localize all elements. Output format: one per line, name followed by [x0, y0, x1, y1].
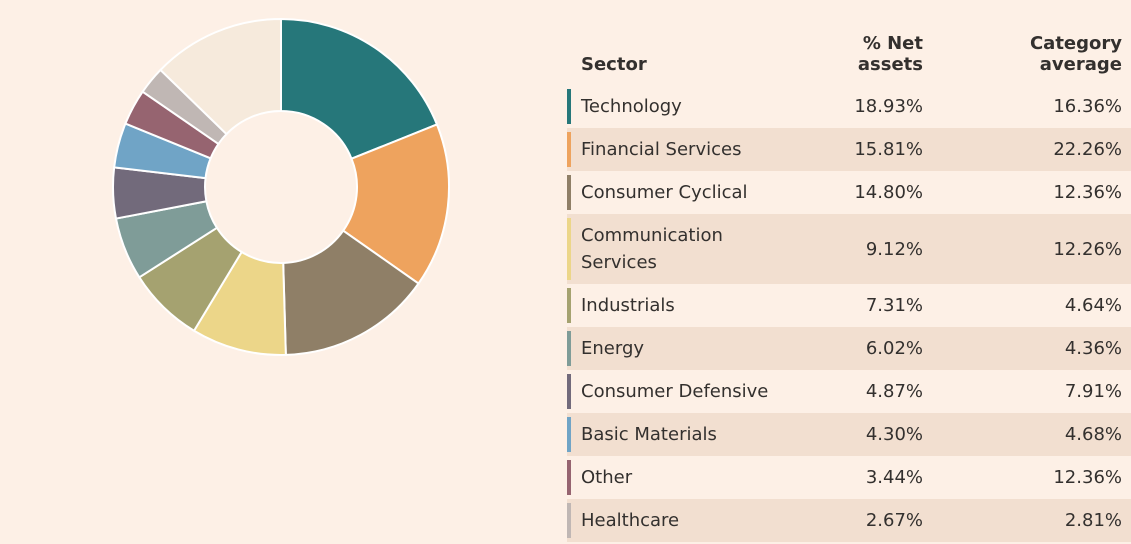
sector-color: [567, 374, 571, 409]
table-row: Basic Materials 4.30% 4.68%: [567, 413, 1131, 456]
category-average: 4.68%: [1064, 424, 1122, 445]
net-assets: 2.67%: [865, 510, 923, 531]
table-row: Industrials 7.31% 4.64%: [567, 284, 1131, 327]
sector-name: Consumer Cyclical: [581, 182, 748, 203]
sector-name: Financial Services: [581, 139, 742, 160]
header-sector: Sector: [581, 54, 647, 75]
donut-chart: [112, 17, 450, 356]
net-assets: 4.87%: [865, 381, 923, 402]
pie-slice: [280, 17, 439, 161]
category-average: 4.36%: [1064, 338, 1122, 359]
table-row: Healthcare 2.67% 2.81%: [567, 499, 1131, 542]
table-row: Energy 6.02% 4.36%: [567, 327, 1131, 370]
net-assets: 3.44%: [865, 467, 923, 488]
net-assets: 18.93%: [854, 96, 923, 117]
net-assets: 9.12%: [865, 238, 923, 260]
sector-color: [567, 503, 571, 538]
sector-name: Healthcare: [581, 510, 680, 531]
pie-slice: [341, 123, 450, 285]
category-average: 7.91%: [1064, 381, 1122, 402]
header-average: Category average: [1029, 33, 1122, 75]
sector-color: [567, 331, 571, 366]
sector-color: [567, 460, 571, 495]
pie-slice: [282, 229, 420, 356]
sector-color: [567, 218, 571, 280]
net-assets: 4.30%: [865, 424, 923, 445]
sector-name: Communication Services: [581, 225, 723, 273]
category-average: 2.81%: [1064, 510, 1122, 531]
table-row: Consumer Cyclical 14.80% 12.36%: [567, 171, 1131, 214]
category-average: 12.36%: [1053, 467, 1122, 488]
category-average: 12.26%: [1053, 238, 1122, 260]
sector-color: [567, 132, 571, 167]
net-assets: 6.02%: [865, 338, 923, 359]
category-average: 12.36%: [1053, 182, 1122, 203]
sector-name: Basic Materials: [581, 424, 717, 445]
table-row: Communication Services 9.12% 12.26%: [567, 214, 1131, 284]
sector-color: [567, 175, 571, 210]
sector-color: [567, 417, 571, 452]
sector-name: Energy: [581, 338, 645, 359]
category-average: 16.36%: [1053, 96, 1122, 117]
table-row: Other 3.44% 12.36%: [567, 456, 1131, 499]
table-row: Consumer Defensive 4.87% 7.91%: [567, 370, 1131, 413]
sector-color: [567, 288, 571, 323]
pie-slice: [159, 17, 282, 136]
sector-name: Industrials: [581, 295, 675, 316]
sector-name: Other: [581, 467, 633, 488]
sector-color: [567, 89, 571, 124]
category-average: 22.26%: [1053, 139, 1122, 160]
category-average: 4.64%: [1064, 295, 1122, 316]
sector-name: Consumer Defensive: [581, 381, 769, 402]
sector-table: Sector % Net assets Category average Tec…: [567, 0, 1131, 542]
net-assets: 7.31%: [865, 295, 923, 316]
table-row: Financial Services 15.81% 22.26%: [567, 128, 1131, 171]
table-row: Technology 18.93% 16.36%: [567, 85, 1131, 128]
net-assets: 15.81%: [854, 139, 923, 160]
sector-name: Technology: [581, 96, 682, 117]
table-header: Sector % Net assets Category average: [567, 0, 1131, 85]
net-assets: 14.80%: [854, 182, 923, 203]
header-net: % Net assets: [857, 33, 923, 75]
